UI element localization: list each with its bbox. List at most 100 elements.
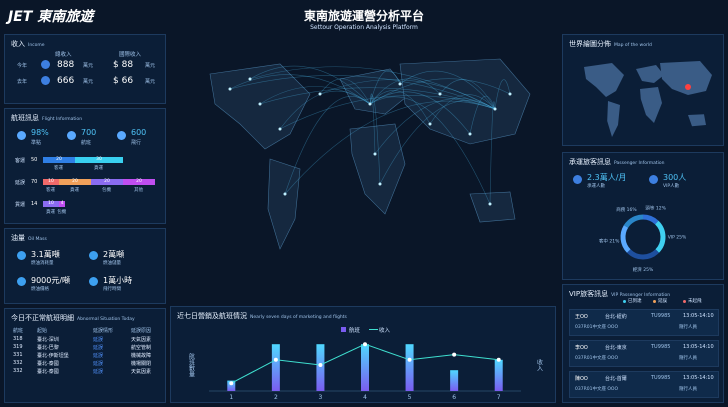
route-arc <box>319 79 496 110</box>
city-dot <box>248 77 252 81</box>
route-arc <box>369 78 441 105</box>
route-arc <box>369 70 401 105</box>
segment-label: 貨運 <box>94 166 103 171</box>
line-point <box>318 363 323 367</box>
total: 888 <box>57 60 75 70</box>
bar <box>361 344 369 391</box>
donut-label: VIP 25% <box>668 234 687 240</box>
donut-label: 經濟 25% <box>633 266 654 273</box>
panel-subtitle: Oil Mass <box>28 237 47 242</box>
segment-label: 貨運 <box>46 210 55 215</box>
table-cell: 臺北-泰國 <box>37 361 59 367</box>
y-axis-label: 航班數量 <box>188 352 195 378</box>
donut-segment <box>642 214 659 225</box>
x-tick-label: 1 <box>229 394 233 401</box>
line-point <box>273 357 278 362</box>
table-cell: 機場關閉 <box>131 361 152 367</box>
route-arc <box>279 95 496 130</box>
legend-label: 已到達 <box>628 299 642 304</box>
panel-subtitle: Map of the world <box>614 43 652 48</box>
column-header: 國際收入 <box>119 52 142 58</box>
stat-label: 承運人數 <box>587 184 605 189</box>
city-dot <box>438 92 442 96</box>
line-point <box>496 357 501 362</box>
route-arc <box>369 93 376 155</box>
bar <box>450 370 459 391</box>
table-cell: 延誤 <box>93 361 104 367</box>
legend-label: 航班 <box>349 326 361 334</box>
bar-total: 70 <box>31 179 38 185</box>
bar-segment: 20 <box>59 179 91 185</box>
land <box>607 101 620 137</box>
route: 台北-首爾 <box>605 376 627 382</box>
land <box>584 63 624 97</box>
table-cell: 332 <box>13 360 23 366</box>
route-arc <box>469 95 496 135</box>
city-dot <box>493 107 497 111</box>
oil-value: 3.1萬噸 <box>31 250 60 259</box>
route-arc <box>369 96 491 205</box>
table-cell: 臺北-巴黎 <box>37 345 59 351</box>
flight: TU9985 <box>651 313 671 319</box>
panel-title: 油量 Oil Mass <box>11 234 47 242</box>
icon <box>17 251 26 260</box>
land <box>469 191 516 223</box>
panel-subtitle: VIP Passenger Information <box>611 293 671 298</box>
table-cell: 332 <box>13 368 23 374</box>
land <box>339 68 411 115</box>
route-arc <box>369 90 431 125</box>
route-arc <box>429 94 496 125</box>
time: 13:05-14:10 <box>683 344 714 350</box>
vip-card <box>569 340 719 367</box>
icon <box>89 251 98 260</box>
stat-label: 航班 <box>81 140 92 146</box>
abnormal-panel: 今日不正常航班明細 Abnormal Situation Today 航班 起始 延誤情… <box>4 308 166 403</box>
icon <box>649 175 658 184</box>
icon <box>89 277 98 286</box>
bar <box>405 344 414 391</box>
route-arc <box>399 70 496 110</box>
x-tick-label: 6 <box>452 394 456 401</box>
seat: 037R01中文座 OOO <box>575 387 618 392</box>
column-header: 總收入 <box>55 52 72 58</box>
title: 東南旅遊運營分析平台 <box>303 9 424 23</box>
stat-value: 700 <box>81 128 97 137</box>
legend-dot <box>683 300 686 303</box>
legend-dot <box>623 300 626 303</box>
stat-label: 準點 <box>31 140 42 146</box>
line-point <box>363 342 367 347</box>
oil-label: 燃油儲量 <box>103 261 121 266</box>
table-cell: 天氣因素 <box>131 369 152 375</box>
bar-label: 貨運 <box>15 202 26 208</box>
table-header: 起始 <box>37 328 48 334</box>
icon <box>17 131 26 140</box>
panel-subtitle: Abnormal Situation Today <box>77 317 135 322</box>
unit: 萬元 <box>83 63 94 69</box>
route-arc <box>369 91 471 135</box>
oil-label: 燃油價格 <box>31 287 49 292</box>
route-arc <box>369 78 511 105</box>
route-arc <box>374 98 496 155</box>
segment-label: 包機 <box>57 210 67 215</box>
oil-value: 2萬噸 <box>103 250 125 259</box>
bar-segment: 20 <box>91 179 123 185</box>
unit: 萬元 <box>145 79 156 85</box>
legend-swatch <box>341 327 346 332</box>
land <box>349 123 406 215</box>
status: 隨行人員 <box>679 325 697 330</box>
name: 陳OO <box>575 376 588 382</box>
panel-subtitle: Nearly seven days of marketing and fligh… <box>250 315 347 320</box>
route: 台北-東京 <box>605 345 627 351</box>
land <box>399 58 531 145</box>
panel-subtitle: Income <box>28 43 45 48</box>
panel-title: 世界繪圖分佈 Map of the world <box>569 40 652 48</box>
stat-value: 300人 <box>663 173 687 182</box>
bar-segment: 10 <box>43 179 59 185</box>
table-cell: 延誤 <box>93 369 104 375</box>
table-cell: 臺北-伊斯坦堡 <box>37 353 69 359</box>
table-cell: 航空管制 <box>131 345 152 351</box>
panel-title: 航班訊息 Flight Information <box>11 114 83 122</box>
income-panel: 收入 Income 總收入 國際收入 今年 888 萬元 $ 88 萬元 去年 666 萬元 $ 66 萬… <box>4 34 166 104</box>
city-dot <box>488 202 492 206</box>
oil-value: 9000元/噸 <box>31 276 71 285</box>
